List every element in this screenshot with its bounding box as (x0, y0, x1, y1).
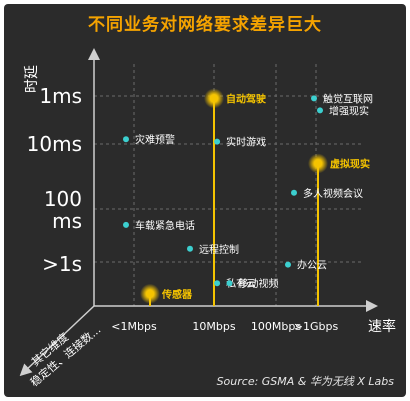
chart-card: 不同业务对网络要求差异巨大 1ms 10ms 100 ms >1s 时延 <1Mbps 10M… (4, 4, 406, 397)
y-tick-label: 100 ms (44, 187, 82, 233)
data-point (214, 138, 221, 145)
point-label: 多人视频会议 (303, 187, 363, 200)
y-tick-label: 10ms (27, 132, 82, 156)
point-label: 车载紧急电话 (135, 219, 195, 232)
data-point (123, 221, 129, 228)
point-label: 增强现实 (329, 104, 369, 117)
data-point-highlight (210, 94, 218, 103)
y-axis-title: 时延 (24, 65, 40, 93)
depth-axis-line (19, 305, 95, 377)
data-point (285, 261, 291, 268)
point-label: 灾难预警 (135, 133, 175, 146)
y-tick-label: >1s (42, 252, 82, 276)
data-point (187, 245, 193, 252)
y-tick-label: 1ms (39, 84, 82, 108)
point-label: 触觉互联网 (323, 92, 373, 105)
data-point (123, 136, 129, 143)
data-point-highlight (314, 159, 322, 168)
point-label: 自动驾驶 (226, 92, 266, 105)
data-point (311, 95, 317, 102)
x-tick-label: <1Mbps (111, 320, 157, 333)
x-tick-label: 10Mbps (192, 320, 235, 333)
chart-svg: 1ms 10ms 100 ms >1s 时延 <1Mbps 10Mbps 100Mbps>1Gb… (18, 48, 396, 389)
source-caption: Source: GSMA & 华为无线 X Labs (216, 375, 394, 388)
data-point (317, 107, 323, 114)
point-label: 传感器 (161, 288, 193, 301)
data-point (291, 189, 297, 196)
chart-title: 不同业务对网络要求差异巨大 (88, 15, 322, 35)
point-label: 虚拟现实 (330, 158, 370, 171)
point-label: 远程控制 (199, 243, 239, 256)
x-tick-label: >1Gbps (294, 320, 339, 333)
x-tick-label: 100Mbps (251, 320, 301, 333)
data-point-highlight (146, 289, 154, 298)
data-point (226, 280, 233, 287)
data-point (214, 280, 221, 287)
point-label: 实时游戏 (226, 136, 266, 149)
depth-axis-title: 其它维度稳定性、连接数... (18, 311, 104, 389)
x-axis-title: 速率 (368, 318, 396, 335)
point-label: 移动视频 (239, 277, 279, 290)
point-label: 私有云 (226, 277, 256, 290)
point-label: 办公云 (297, 259, 327, 272)
